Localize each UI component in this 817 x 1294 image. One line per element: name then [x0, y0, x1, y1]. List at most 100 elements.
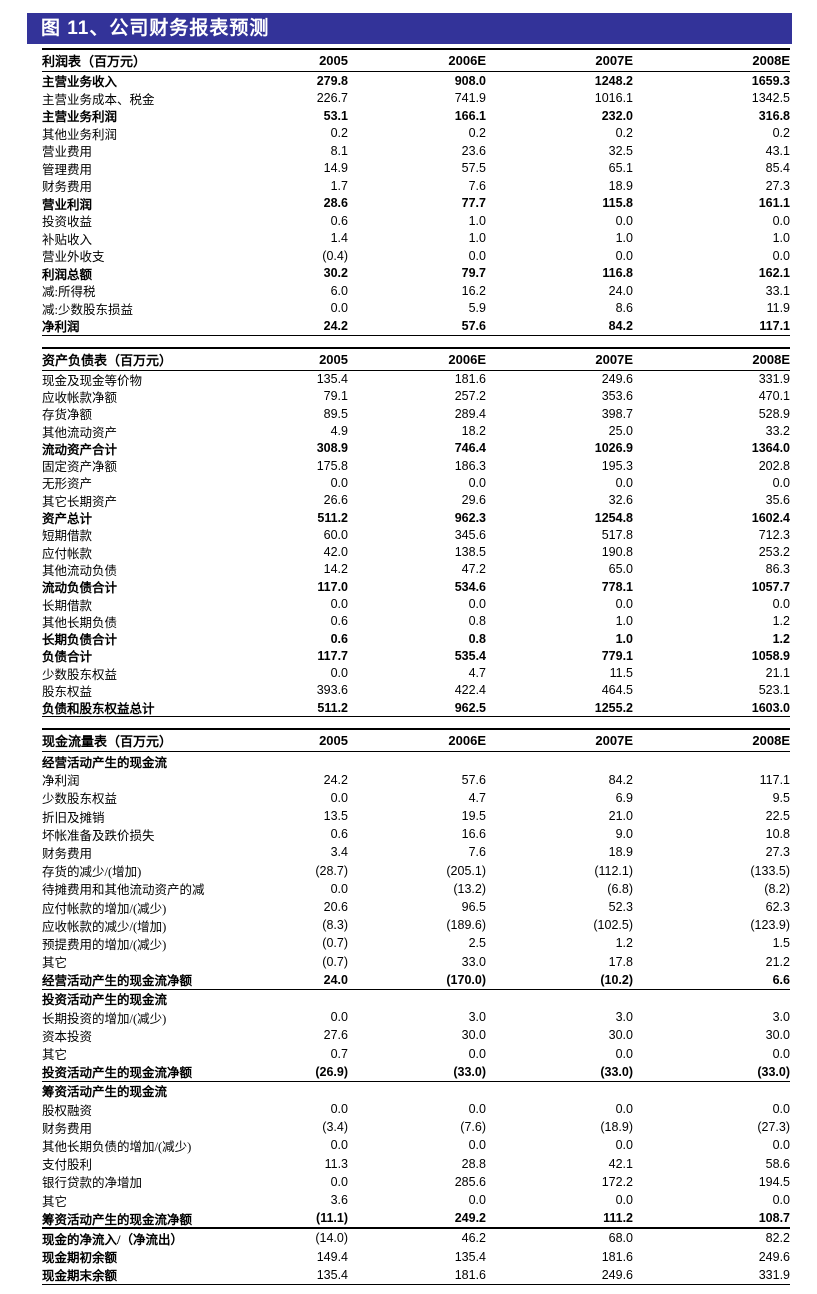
row-value: 135.4 [316, 372, 348, 387]
row-value: 249.6 [601, 1267, 633, 1282]
tables-container: 利润表（百万元） 2005 2006E 2007E 2008E 主营业务收入 279.8 90… [42, 48, 790, 1285]
row-value: 0.0 [468, 475, 486, 490]
row-value: 116.8 [602, 266, 633, 281]
table-row: 存货净额 89.5 289.4 398.7 528.9 [42, 405, 790, 423]
row-value: 33.2 [765, 424, 790, 439]
row-value: 470.1 [758, 389, 790, 404]
row-label: 待摊费用和其他流动资产的减 [42, 883, 205, 898]
row-label: 负债合计 [42, 650, 93, 665]
table-row: 应付帐款的增加/(减少) 20.6 96.5 52.3 62.3 [42, 898, 790, 916]
table-row: 主营业务收入 279.8 908.0 1248.2 1659.3 [42, 72, 790, 90]
row-label: 银行贷款的净增加 [42, 1176, 143, 1191]
table-row: 财务费用 (3.4) (7.6) (18.9) (27.3) [42, 1118, 790, 1136]
table-row: 坏帐准备及跌价损失 0.6 16.6 9.0 10.8 [42, 825, 790, 843]
figure-content: 图 11、公司财务报表预测 利润表（百万元） 2005 2006E 2007E 2008… [27, 13, 792, 1294]
row-value: 32.5 [608, 143, 633, 158]
row-value: 62.3 [765, 900, 790, 915]
row-label: 应收帐款的减少/(增加) [42, 919, 167, 934]
row-value: 331.9 [758, 1267, 790, 1282]
row-value: 0.0 [615, 248, 633, 263]
column-header: 2007E [595, 53, 633, 68]
row-label: 筹资活动产生的现金流 [42, 1085, 168, 1100]
column-header: 2008E [752, 53, 790, 68]
row-value: 79.7 [461, 266, 486, 281]
row-value: 3.0 [772, 1010, 790, 1025]
row-value: 11.3 [324, 1156, 348, 1171]
column-header: 2006E [448, 351, 486, 367]
row-label: 财务费用 [42, 1121, 93, 1136]
row-value: 1.4 [330, 231, 348, 246]
table-row: 应付帐款 42.0 138.5 190.8 253.2 [42, 543, 790, 561]
row-value: 535.4 [454, 648, 486, 663]
table-row: 长期投资的增加/(减少) 0.0 3.0 3.0 3.0 [42, 1008, 790, 1026]
table-row: 其他业务利润 0.2 0.2 0.2 0.2 [42, 125, 790, 143]
row-value: 0.8 [468, 631, 486, 646]
row-value: 3.0 [615, 1010, 633, 1025]
row-value: 422.4 [454, 683, 486, 698]
row-value: 0.0 [330, 1010, 348, 1025]
row-value: 27.6 [323, 1028, 348, 1043]
row-value: 0.0 [615, 1102, 633, 1117]
row-value: 68.0 [608, 1231, 633, 1246]
row-value: 1057.7 [751, 579, 790, 594]
row-value: 1603.0 [751, 700, 790, 715]
row-value: 18.2 [461, 424, 486, 439]
table-row: 无形资产 0.0 0.0 0.0 0.0 [42, 474, 790, 492]
row-value: (170.0) [446, 972, 486, 987]
row-label: 资产总计 [42, 512, 93, 527]
table-row: 银行贷款的净增加 0.0 285.6 172.2 194.5 [42, 1173, 790, 1191]
row-label: 投资活动产生的现金流净额 [42, 1066, 193, 1081]
table-row: 财务费用 1.7 7.6 18.9 27.3 [42, 177, 790, 195]
row-value: 82.2 [765, 1231, 790, 1246]
row-value: 285.6 [454, 1174, 486, 1189]
row-value: 1.0 [615, 614, 633, 629]
row-label: 预提费用的增加/(减少) [42, 937, 167, 952]
row-label: 营业外收支 [42, 250, 105, 265]
row-value: 28.6 [323, 196, 348, 211]
row-value: 1.7 [330, 178, 348, 193]
table-row: 现金的净流入/（净流出） (14.0) 46.2 68.0 82.2 [42, 1227, 790, 1247]
column-header: 2007E [595, 733, 633, 749]
row-value: (28.7) [315, 863, 348, 878]
row-value: 24.0 [608, 283, 633, 298]
row-value: 0.7 [330, 1046, 348, 1061]
row-label: 应付帐款的增加/(减少) [42, 901, 167, 916]
row-label: 营业费用 [42, 145, 93, 160]
table-row: 经营活动产生的现金流 [42, 752, 790, 770]
row-value: 316.8 [758, 108, 790, 123]
row-label: 投资活动产生的现金流 [42, 993, 168, 1008]
financial-table: 利润表（百万元） 2005 2006E 2007E 2008E 主营业务收入 279.8 90… [42, 48, 790, 336]
row-label: 流动负债合计 [42, 581, 118, 596]
row-value: 523.1 [758, 683, 790, 698]
row-value: 14.2 [323, 562, 348, 577]
row-value: 1.0 [615, 231, 633, 246]
row-value: 20.6 [323, 900, 348, 915]
table-row: 主营业务利润 53.1 166.1 232.0 316.8 [42, 107, 790, 125]
row-value: 42.1 [608, 1156, 633, 1171]
row-value: 0.8 [468, 614, 486, 629]
row-value: 0.0 [468, 597, 486, 611]
row-value: 33.1 [765, 283, 790, 298]
row-value: 249.6 [601, 372, 633, 387]
row-value: 27.3 [765, 178, 790, 193]
row-value: 528.9 [758, 406, 790, 421]
row-value: 161.1 [758, 196, 790, 211]
row-label: 主营业务利润 [42, 110, 118, 125]
table-row: 筹资活动产生的现金流 [42, 1080, 790, 1100]
row-value: 19.5 [461, 809, 486, 824]
row-value: 3.6 [330, 1193, 348, 1208]
row-value: 115.8 [602, 196, 633, 211]
row-value: 0.0 [772, 597, 790, 611]
row-label: 主营业务收入 [42, 75, 118, 90]
row-value: 57.6 [461, 318, 486, 333]
row-value: 57.6 [461, 772, 486, 787]
row-value: 108.7 [758, 1211, 790, 1226]
table-row: 存货的减少/(增加) (28.7) (205.1) (112.1) (133.5) [42, 862, 790, 880]
row-value: 30.0 [461, 1028, 486, 1043]
table-row: 其它 3.6 0.0 0.0 0.0 [42, 1191, 790, 1209]
row-value: 0.0 [772, 1193, 790, 1208]
row-label: 主营业务成本、税金 [42, 92, 155, 107]
table-row: 短期借款 60.0 345.6 517.8 712.3 [42, 526, 790, 544]
row-value: 741.9 [454, 91, 486, 106]
row-label: 现金期末余额 [42, 1269, 118, 1284]
